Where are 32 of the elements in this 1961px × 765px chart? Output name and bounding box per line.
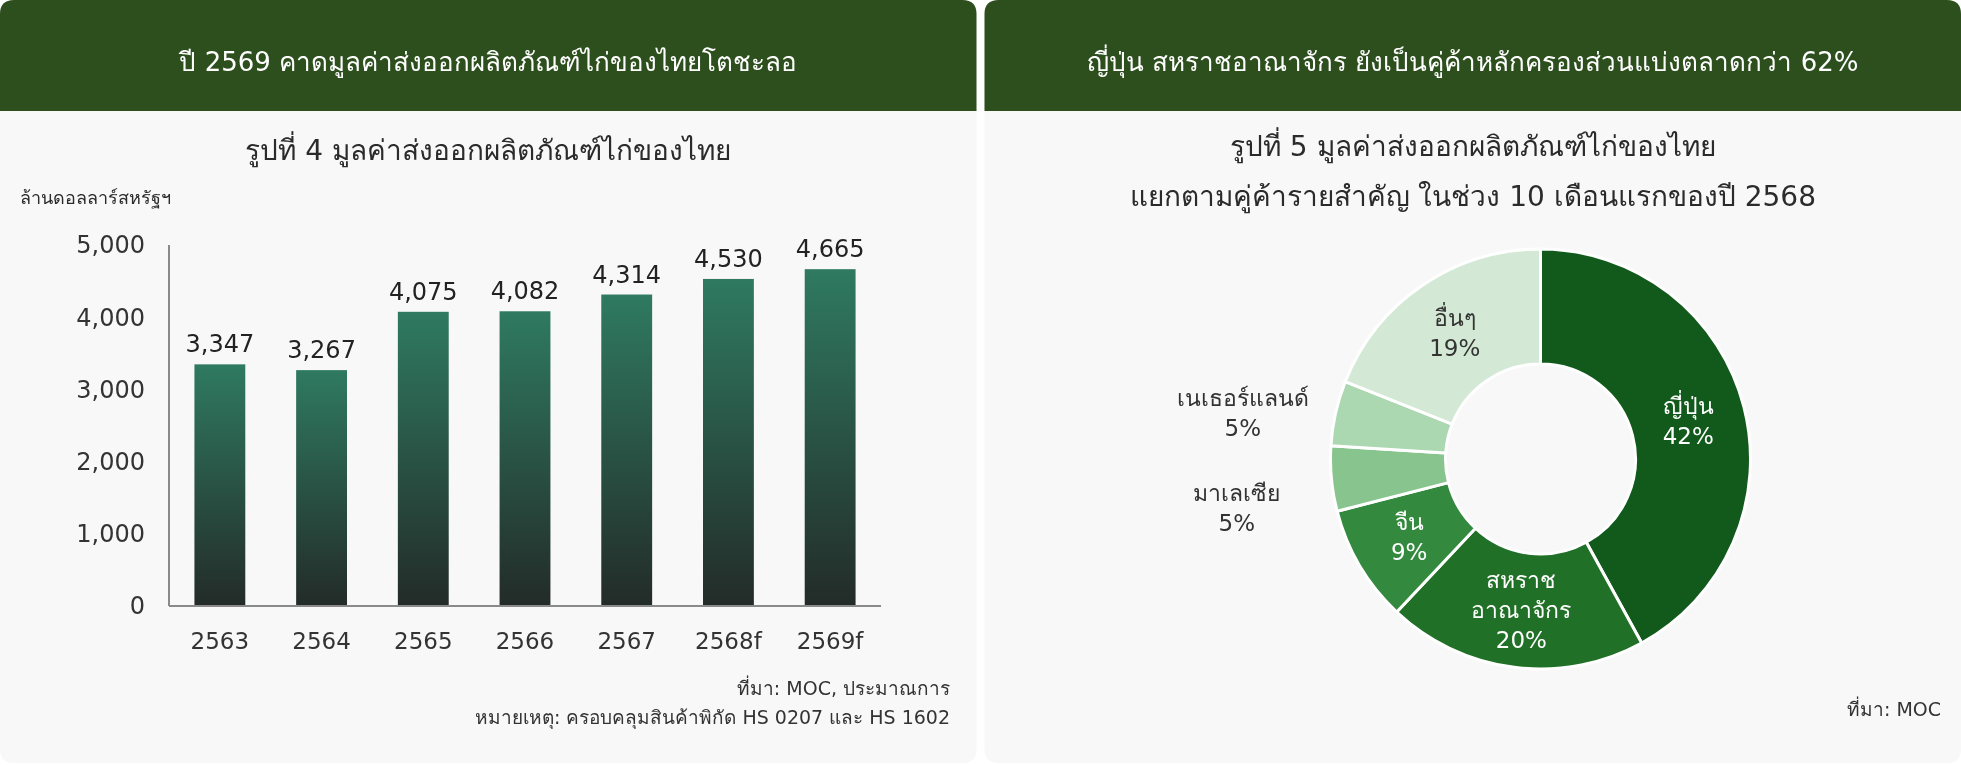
y-tick-label: 3,000: [76, 375, 145, 404]
data-label: 4,530: [694, 244, 763, 273]
annotation: หมายเหตุ: ครอบคลุมสินค้าพิกัด HS 0207 และ HS 1602: [474, 706, 950, 728]
x-tick-label: 2565: [394, 628, 453, 655]
subtitle: รูปที่ 4 มูลค่าส่งออกผลิตภัณฑ์ไก่ของไทย: [245, 133, 732, 167]
y-tick-label: 2,000: [76, 448, 145, 476]
annotation: ที่มา: MOC: [1846, 698, 1941, 720]
y-tick-label: 0: [129, 592, 145, 621]
title: ปี 2569 คาดมูลค่าส่งออกผลิตภัณฑ์ไก่ของไทยโตชะลอ: [179, 47, 798, 78]
x-tick-label: 2568f: [695, 628, 762, 655]
slice-label: มาเลเซีย 5%: [1193, 479, 1281, 536]
x-tick-label: 2563: [190, 628, 250, 655]
x-tick-label: 2564: [292, 628, 351, 655]
y-tick-label: 5,000: [76, 231, 145, 260]
annotation: ที่มา: MOC, ประมาณการ: [736, 677, 950, 699]
subtitle: รูปที่ 5 มูลค่าส่งออกผลิตภัณฑ์ไก่ของไทย แยกตามคู่ค้ารายสำคัญ ในช่วง 10 เดือนแรกของปี 2568: [1129, 129, 1816, 213]
x-tick-label: 2566: [495, 628, 555, 655]
x-tick-label: 2569f: [796, 628, 864, 655]
slice-label: สหราช อาณาจักร 20%: [1471, 567, 1572, 654]
slice-label: อื่นๆ 19%: [1429, 304, 1481, 361]
slice-label: เนเธอร์แลนด์ 5%: [1176, 384, 1309, 441]
slice-label: จีน 9%: [1391, 508, 1428, 565]
data-label: 4,075: [388, 277, 458, 306]
y-tick-label: 4,000: [76, 303, 145, 332]
x-tick-label: 2567: [597, 628, 656, 655]
data-label: 3,267: [287, 336, 356, 365]
data-label: 3,347: [185, 330, 255, 359]
y-tick-label: 1,000: [76, 520, 145, 549]
data-label: 4,314: [592, 260, 662, 289]
data-label: 4,082: [490, 277, 560, 306]
data-label: 4,665: [795, 235, 865, 264]
ylabel: ล้านดอลลาร์สหรัฐฯ: [20, 187, 171, 208]
